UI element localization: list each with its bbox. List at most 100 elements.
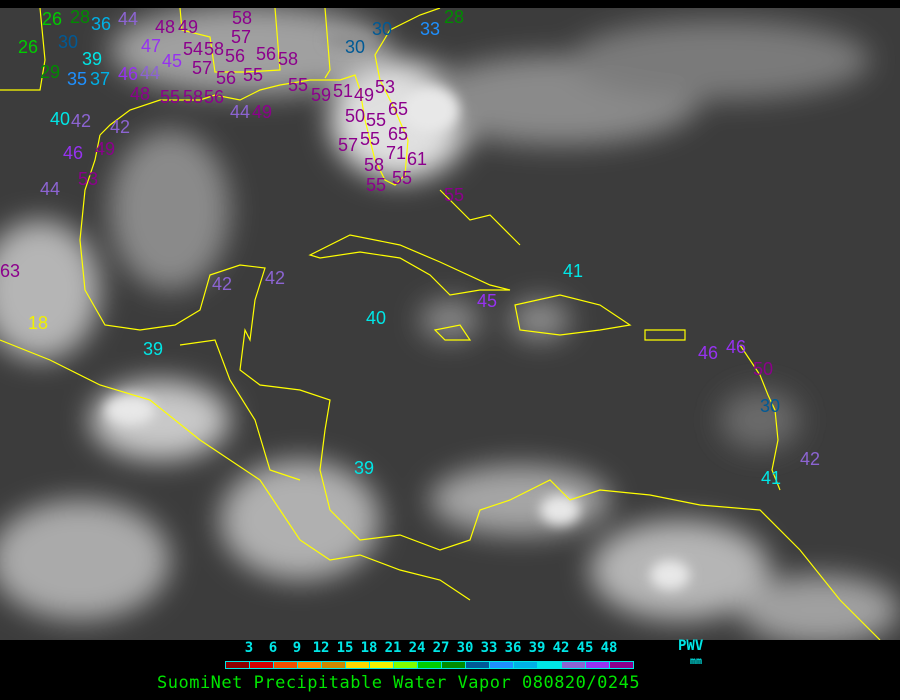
legend-tick-label: 3 — [244, 640, 254, 656]
station-pwv-value: 65 — [388, 99, 409, 119]
color-swatch — [274, 662, 298, 668]
station-pwv-value: 26 — [42, 9, 63, 29]
station-pwv-value: 61 — [407, 149, 428, 169]
station-pwv-value: 58 — [364, 155, 385, 175]
legend-unit-name: PWV — [678, 638, 704, 654]
color-scale — [225, 661, 634, 669]
station-pwv-value: 56 — [256, 44, 277, 64]
station-pwv-value: 58 — [204, 39, 225, 59]
station-pwv-value: 63 — [0, 261, 21, 281]
station-pwv-value: 48 — [130, 84, 151, 104]
color-swatch — [466, 662, 490, 668]
station-pwv-value: 28 — [444, 7, 465, 27]
station-pwv-value: 58 — [183, 87, 204, 107]
station-pwv-value: 56 — [216, 68, 237, 88]
color-swatch — [250, 662, 274, 668]
station-pwv-value: 55 — [366, 110, 387, 130]
color-swatch — [538, 662, 562, 668]
legend-tick-label: 9 — [292, 640, 302, 656]
station-pwv-value: 45 — [477, 291, 498, 311]
station-pwv-value: 55 — [360, 129, 381, 149]
color-swatch — [418, 662, 442, 668]
jamaica — [433, 324, 472, 341]
station-pwv-value: 42 — [800, 449, 821, 469]
legend-tick-label: 18 — [360, 640, 378, 656]
station-pwv-value: 71 — [386, 143, 407, 163]
color-swatch — [394, 662, 418, 668]
station-pwv-value: 28 — [70, 7, 91, 27]
station-pwv-value: 39 — [143, 339, 164, 359]
legend-tick-label: 48 — [600, 640, 618, 656]
pacific-coast — [0, 339, 471, 601]
station-pwv-value: 46 — [63, 143, 84, 163]
station-pwv-value: 26 — [18, 37, 39, 57]
station-pwv-value: 41 — [761, 468, 782, 488]
station-pwv-value: 47 — [141, 36, 162, 56]
station-pwv-value: 53 — [78, 169, 99, 189]
station-pwv-value: 44 — [140, 63, 161, 83]
station-pwv-value: 55 — [160, 87, 181, 107]
cuba — [308, 234, 511, 296]
station-pwv-value: 57 — [231, 27, 252, 47]
station-pwv-value: 40 — [50, 109, 71, 129]
station-pwv-value: 54 — [183, 39, 204, 59]
legend-unit: mm — [690, 656, 703, 667]
color-swatch — [226, 662, 250, 668]
station-pwv-value: 42 — [265, 268, 286, 288]
bahamas — [439, 189, 521, 246]
station-pwv-value: 41 — [563, 261, 584, 281]
station-pwv-value: 46 — [118, 64, 139, 84]
state-borders — [0, 8, 46, 91]
station-pwv-value: 58 — [232, 8, 253, 28]
state-borders-2 — [179, 8, 281, 73]
central-america-borders — [179, 339, 301, 481]
station-pwv-value: 42 — [71, 111, 92, 131]
legend-bar — [0, 640, 900, 700]
legend-tick-label: 27 — [432, 640, 450, 656]
gulf-coast — [99, 8, 441, 186]
color-swatch — [586, 662, 610, 668]
coastlines — [0, 8, 881, 640]
color-swatch — [490, 662, 514, 668]
lesser-antilles — [739, 344, 781, 491]
puerto-rico — [644, 329, 686, 341]
station-pwv-value: 51 — [333, 81, 354, 101]
station-pwv-value: 48 — [155, 17, 176, 37]
color-swatch — [442, 662, 466, 668]
legend-tick-label: 21 — [384, 640, 402, 656]
station-pwv-value: 56 — [225, 46, 246, 66]
station-pwv-value: 49 — [354, 85, 375, 105]
legend-tick-label: 15 — [336, 640, 354, 656]
station-pwv-value: 55 — [288, 75, 309, 95]
station-pwv-value: 29 — [40, 62, 61, 82]
station-pwv-value: 50 — [753, 359, 774, 379]
station-pwv-value: 44 — [118, 9, 139, 29]
color-swatch — [346, 662, 370, 668]
station-pwv-value: 44 — [230, 102, 251, 122]
legend-tick-label: 39 — [528, 640, 546, 656]
station-pwv-value: 39 — [354, 458, 375, 478]
station-pwv-value: 30 — [58, 32, 79, 52]
station-pwv-value: 53 — [375, 77, 396, 97]
station-pwv-value: 57 — [338, 135, 359, 155]
state-borders-3 — [324, 8, 331, 79]
image-caption: SuomiNet Precipitable Water Vapor 080820… — [157, 673, 641, 693]
satellite-map — [0, 8, 900, 640]
station-pwv-value: 30 — [372, 19, 393, 39]
color-swatch — [610, 662, 633, 668]
station-pwv-value: 59 — [311, 85, 332, 105]
station-pwv-value: 44 — [40, 179, 61, 199]
station-pwv-value: 49 — [252, 102, 273, 122]
station-readings: 26 28 36 44 26 30 39 29 35 37 46 44 45 48 49 47 54 57 58 56… — [0, 7, 821, 488]
station-pwv-value: 40 — [366, 308, 387, 328]
legend-tick-label: 30 — [456, 640, 474, 656]
station-pwv-value: 65 — [388, 124, 409, 144]
station-pwv-value: 49 — [95, 139, 116, 159]
station-pwv-value: 46 — [698, 343, 719, 363]
color-swatch — [298, 662, 322, 668]
station-pwv-value: 49 — [178, 17, 199, 37]
station-pwv-value: 36 — [91, 14, 112, 34]
station-pwv-value: 50 — [345, 106, 366, 126]
legend-tick-label: 12 — [312, 640, 330, 656]
legend-tick-label: 45 — [576, 640, 594, 656]
